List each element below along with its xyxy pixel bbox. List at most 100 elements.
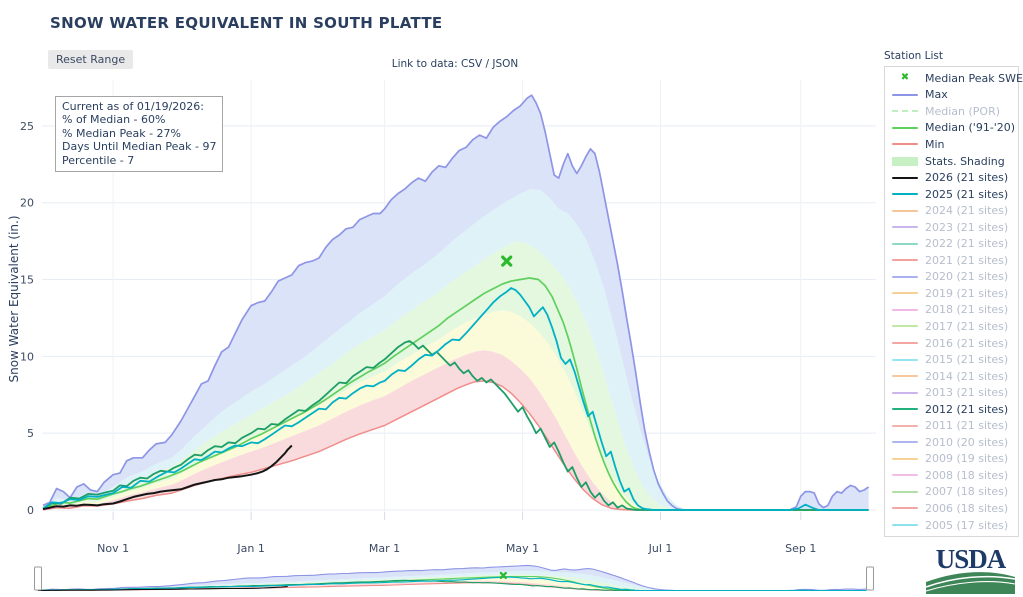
legend-item-label: 2009 (19 sites)	[925, 452, 1009, 466]
series-median	[42, 277, 869, 511]
legend-item-label: 2005 (17 sites)	[925, 518, 1009, 532]
series-max	[42, 94, 870, 511]
legend-item-2011-21-sites[interactable]: 2011 (21 sites)	[885, 417, 1018, 434]
legend-item-label: 2007 (18 sites)	[925, 485, 1009, 499]
legend-item-2012-21-sites[interactable]: 2012 (21 sites)	[885, 401, 1018, 418]
legend-item-2006-18-sites[interactable]: 2006 (18 sites)	[885, 500, 1018, 517]
line-swatch	[890, 176, 920, 179]
legend-item-label: 2006 (18 sites)	[925, 501, 1009, 515]
stats-shading-bands	[43, 95, 869, 510]
line-swatch	[890, 308, 920, 311]
median-peak-swe-marker	[499, 571, 507, 580]
annotation-line: Current as of 01/19/2026:	[62, 100, 204, 113]
legend-item-median-por[interactable]: Median (POR)	[885, 103, 1018, 120]
slider-band-p70-p90	[38, 571, 867, 591]
x-tick-label: Nov 1	[97, 542, 129, 555]
range-slider-handle-right[interactable]	[866, 566, 874, 591]
legend-item-label: Max	[925, 88, 948, 102]
y-tick-label: 20	[20, 197, 34, 210]
csv-link[interactable]: CSV	[460, 58, 483, 70]
data-links: Link to data: CSV / JSON	[340, 58, 570, 70]
legend-item-2019-21-sites[interactable]: 2019 (21 sites)	[885, 285, 1018, 302]
line-swatch	[890, 275, 920, 278]
legend-item-label: 2016 (21 sites)	[925, 336, 1009, 350]
legend-item-label: 2018 (21 sites)	[925, 303, 1009, 317]
current-stats-annotation: Current as of 01/19/2026:% of Median - 6…	[55, 96, 224, 173]
line-swatch	[890, 342, 920, 345]
median-peak-swe-marker	[501, 255, 513, 267]
legend-item-2010-20-sites[interactable]: 2010 (20 sites)	[885, 434, 1018, 451]
axis-ticks: Nov 1 Jan 1 Mar 1 May 1 Jul 1 Sep 1 0 5 10 15 20 25	[20, 120, 816, 555]
band-min-p10	[43, 350, 869, 510]
line-swatch	[890, 424, 920, 427]
legend-item-2021-21-sites[interactable]: 2021 (21 sites)	[885, 252, 1018, 269]
legend-item-label: 2010 (20 sites)	[925, 435, 1009, 449]
band-p90-max	[43, 95, 869, 510]
series-y2026	[42, 444, 293, 511]
legend-item-median-peak-swe[interactable]: ✖ Median Peak SWE	[885, 70, 1023, 87]
legend-item-2015-21-sites[interactable]: 2015 (21 sites)	[885, 351, 1018, 368]
legend-item-max[interactable]: Max	[885, 87, 1018, 104]
line-swatch	[890, 292, 920, 295]
annotation-line: Days Until Median Peak - 97	[62, 140, 217, 154]
legend-item-label: Min	[925, 137, 945, 151]
station-list-label: Station List	[884, 50, 944, 62]
legend-item-2025-21-sites[interactable]: 2025 (21 sites)	[885, 186, 1018, 203]
usda-logo: USDA	[922, 546, 1019, 596]
slider-band-p30-p70	[38, 574, 867, 591]
legend-item-label: Stats. Shading	[925, 154, 1005, 168]
slider-series-y2026	[37, 586, 288, 592]
legend-item-2017-21-sites[interactable]: 2017 (21 sites)	[885, 318, 1018, 335]
line-swatch	[890, 226, 920, 229]
y-tick-label: 25	[20, 120, 34, 133]
legend-item-2008-18-sites[interactable]: 2008 (18 sites)	[885, 467, 1018, 484]
range-slider[interactable]	[34, 564, 874, 592]
json-link[interactable]: JSON	[492, 58, 519, 70]
shading-swatch	[890, 156, 920, 166]
line-swatch	[890, 474, 920, 477]
line-swatch	[890, 524, 920, 527]
link-separator: /	[482, 58, 493, 70]
legend-item-label: Median (POR)	[925, 104, 1001, 118]
line-swatch	[890, 391, 920, 394]
legend-item-2018-21-sites[interactable]: 2018 (21 sites)	[885, 302, 1018, 319]
slider-band-p10-p30	[38, 578, 867, 591]
legend-item-label: Median ('91-'20)	[925, 121, 1016, 135]
page-title: SNOW WATER EQUIVALENT IN SOUTH PLATTE	[50, 14, 443, 32]
legend-item-2022-21-sites[interactable]: 2022 (21 sites)	[885, 235, 1018, 252]
legend-item-label: 2019 (21 sites)	[925, 286, 1009, 300]
legend-item-label: 2013 (21 sites)	[925, 386, 1009, 400]
range-slider-handle-left[interactable]	[34, 566, 42, 591]
line-swatch	[890, 242, 920, 245]
band-p10-p30	[43, 310, 869, 510]
legend-item-2013-21-sites[interactable]: 2013 (21 sites)	[885, 384, 1018, 401]
legend-item-stats-shading[interactable]: Stats. Shading	[885, 153, 1018, 170]
legend-item-2016-21-sites[interactable]: 2016 (21 sites)	[885, 335, 1018, 352]
line-swatch	[890, 325, 920, 328]
x-tick-label: Jul 1	[648, 542, 673, 555]
series-min	[42, 380, 869, 511]
legend-item-2009-19-sites[interactable]: 2009 (19 sites)	[885, 451, 1018, 468]
legend-item-2024-21-sites[interactable]: 2024 (21 sites)	[885, 202, 1018, 219]
band-p30-p70	[43, 241, 869, 510]
legend-item-2023-21-sites[interactable]: 2023 (21 sites)	[885, 219, 1018, 236]
legend-item-2020-21-sites[interactable]: 2020 (21 sites)	[885, 269, 1018, 286]
legend-item-2026-21-sites[interactable]: 2026 (21 sites)	[885, 169, 1018, 186]
series-y2025	[42, 287, 869, 511]
line-swatch	[890, 143, 920, 146]
x-tick-label: May 1	[506, 542, 539, 555]
legend-item-median-91-20[interactable]: Median ('91-'20)	[885, 120, 1018, 137]
line-swatch	[890, 126, 920, 129]
legend-item-2007-18-sites[interactable]: 2007 (18 sites)	[885, 484, 1018, 501]
x-tick-label: Mar 1	[369, 542, 400, 555]
legend-item-label: 2011 (21 sites)	[925, 419, 1009, 433]
legend-item-label: 2008 (18 sites)	[925, 468, 1009, 482]
legend-item-2005-17-sites[interactable]: 2005 (17 sites)	[885, 517, 1018, 534]
legend-item-2014-21-sites[interactable]: 2014 (21 sites)	[885, 368, 1018, 385]
legend-item-min[interactable]: Min	[885, 136, 1018, 153]
reset-range-button[interactable]: Reset Range	[48, 50, 134, 69]
annotation-line: % of Median - 60%	[62, 113, 166, 127]
line-swatch	[890, 110, 920, 113]
